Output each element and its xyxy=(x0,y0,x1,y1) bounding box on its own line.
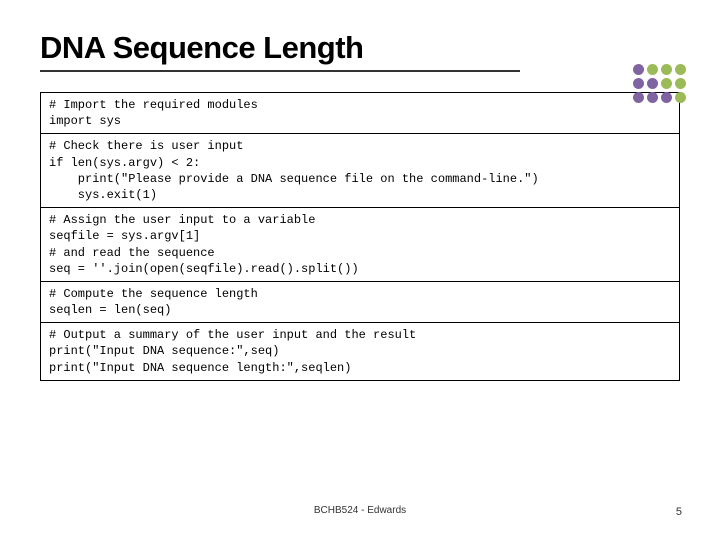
purple-dot-icon xyxy=(633,92,644,103)
title-underline xyxy=(40,70,520,72)
page-number: 5 xyxy=(676,506,682,518)
olive-dot-icon xyxy=(661,78,672,89)
purple-dot-icon xyxy=(647,92,658,103)
code-block: # Compute the sequence length seqlen = l… xyxy=(41,282,679,323)
code-block: # Output a summary of the user input and… xyxy=(41,323,679,380)
purple-dot-icon xyxy=(633,78,644,89)
olive-dot-icon xyxy=(675,78,686,89)
olive-dot-icon xyxy=(675,64,686,75)
code-box: # Import the required modules import sys… xyxy=(40,92,680,381)
code-block: # Import the required modules import sys xyxy=(41,93,679,134)
code-block: # Assign the user input to a variable se… xyxy=(41,208,679,282)
footer-center: BCHB524 - Edwards xyxy=(314,505,406,516)
olive-dot-icon xyxy=(675,92,686,103)
decorative-dots xyxy=(633,64,686,103)
olive-dot-icon xyxy=(647,64,658,75)
code-block: # Check there is user input if len(sys.a… xyxy=(41,134,679,208)
slide-root: DNA Sequence Length # Import the require… xyxy=(0,0,720,540)
purple-dot-icon xyxy=(633,64,644,75)
title-row: DNA Sequence Length xyxy=(40,30,680,72)
page-title: DNA Sequence Length xyxy=(40,30,680,66)
olive-dot-icon xyxy=(661,64,672,75)
purple-dot-icon xyxy=(647,78,658,89)
purple-dot-icon xyxy=(661,92,672,103)
